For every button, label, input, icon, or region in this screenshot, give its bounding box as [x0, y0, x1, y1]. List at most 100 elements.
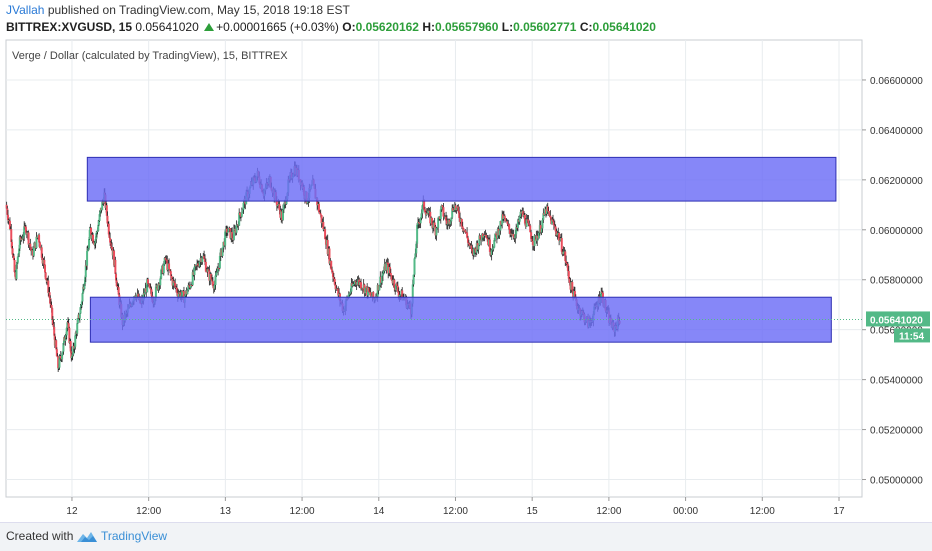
y-tick-label: 0.06600000 [870, 76, 923, 87]
candle-body [92, 234, 95, 242]
candle-body [97, 224, 100, 231]
candle-body [477, 244, 480, 250]
author-link[interactable]: JVallah [6, 3, 45, 17]
candle-body [452, 210, 455, 212]
candle-body [372, 292, 375, 299]
candle-body [35, 236, 38, 249]
candle-body [92, 241, 95, 243]
low-label: L: [501, 20, 514, 34]
time-axis[interactable]: 12 12:00 13 12:00 14 12:00 15 12:00 00:00 12:00 17 [66, 497, 845, 517]
x-tick-label: 00:00 [673, 506, 698, 517]
resistance-zone[interactable] [86, 156, 837, 202]
candle-body [13, 260, 16, 273]
price-axis[interactable]: 0.06600000 0.06400000 0.06200000 0.06000000… [862, 76, 923, 487]
candle-body [368, 291, 371, 293]
candle-body [5, 204, 8, 209]
candle-body [506, 221, 509, 224]
candle-body [556, 233, 559, 236]
candle-body [96, 230, 99, 232]
candle-body [201, 257, 204, 263]
close-value: 0.05641020 [592, 20, 656, 34]
candle-body [479, 235, 482, 240]
y-tick-label: 0.06200000 [870, 176, 923, 187]
candle-body [333, 278, 336, 285]
candle-body [514, 234, 517, 239]
candle-body [86, 250, 89, 252]
candle-body [68, 327, 71, 343]
candle-body [146, 279, 149, 293]
candle-body [73, 346, 76, 349]
candle-body [70, 356, 73, 359]
last-price-text: 0.05641020 [135, 20, 199, 34]
x-tick-label: 13 [220, 506, 232, 517]
candle-body [190, 284, 193, 286]
candle-body [18, 237, 21, 249]
candle-body [84, 277, 87, 284]
tradingview-brand-link[interactable]: TradingView [101, 529, 168, 543]
candle-body [481, 233, 484, 238]
candle-body [420, 213, 423, 218]
candle-body [446, 223, 449, 225]
candle-body [44, 264, 47, 273]
candle-body [109, 242, 112, 244]
candle-body [504, 218, 507, 222]
candle-body [433, 222, 436, 227]
plot-area[interactable] [5, 39, 863, 498]
candle-body [396, 285, 399, 292]
candle-body [515, 227, 518, 235]
candle-body [86, 250, 89, 266]
candle-body [442, 207, 445, 217]
price-chart[interactable]: 0.06600000 0.06400000 0.06200000 0.06000000… [0, 0, 932, 522]
candle-body [494, 233, 497, 241]
candle-body [424, 209, 427, 213]
candle-body [523, 214, 526, 224]
candle-body [555, 231, 558, 236]
candle-body [282, 209, 285, 221]
candle-body [10, 229, 13, 242]
candle-body [195, 265, 198, 267]
candle-body [349, 291, 352, 294]
candle-body [473, 248, 476, 255]
x-tick-label: 12:00 [750, 506, 775, 517]
y-tick-label: 0.05400000 [870, 376, 923, 387]
candle-body [551, 219, 554, 225]
candle-body [170, 275, 173, 279]
candle-body [464, 230, 467, 233]
candle-body [16, 256, 19, 263]
candle-body [24, 226, 27, 233]
candle-body [381, 275, 384, 283]
candle-body [51, 308, 54, 320]
candle-body [98, 214, 101, 221]
candle-body [388, 267, 391, 273]
candle-body [232, 229, 235, 240]
candle-body [238, 212, 241, 226]
candle-body [14, 272, 17, 277]
candle-body [214, 275, 217, 285]
chart-title: Verge / Dollar (calculated by TradingVie… [12, 50, 288, 62]
candle-body [457, 206, 460, 212]
candle-body [478, 235, 481, 245]
candle-body [562, 251, 565, 255]
candle-body [186, 290, 189, 295]
candle-body [531, 240, 534, 245]
candle-body [467, 242, 470, 244]
candle-body [11, 248, 14, 255]
candle-body [332, 276, 335, 279]
candle-body [157, 283, 160, 290]
candle-body [88, 239, 91, 248]
candle-body [67, 323, 70, 328]
candle-body [485, 235, 488, 238]
candle-body [181, 290, 184, 296]
candle-body [360, 282, 363, 289]
candle-body [203, 258, 206, 262]
tradingview-logo-icon[interactable] [76, 530, 98, 544]
candle-body [235, 225, 238, 233]
candle-body [90, 227, 93, 235]
candle-body [564, 251, 567, 261]
candle-body [106, 215, 109, 224]
candle-body [65, 335, 68, 339]
candle-body [27, 232, 30, 245]
candle-body [32, 247, 35, 256]
candle-body [389, 272, 392, 276]
candle-body [117, 287, 120, 295]
